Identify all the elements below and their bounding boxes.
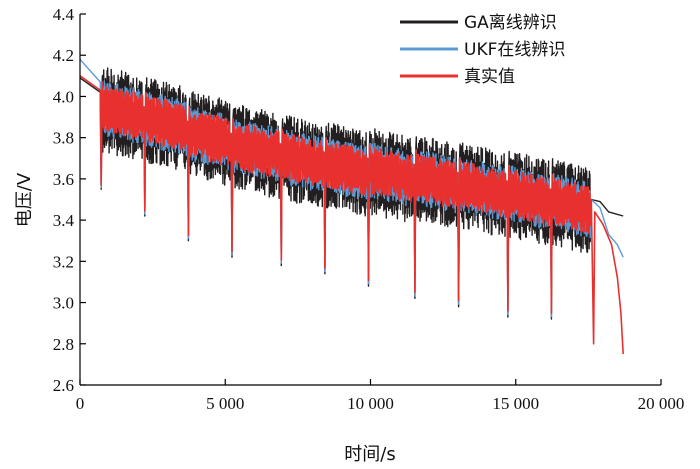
- y-ticks: 2.6 2.8 3.0 3.2 3.4 3.6 3.8 4.0 4.2 4.4: [53, 5, 86, 395]
- x-tick-label: 5 000: [206, 394, 244, 413]
- y-tick-label: 3.8: [53, 129, 74, 148]
- true-value-line: [79, 75, 624, 355]
- plot-lines: [79, 58, 624, 355]
- y-tick-label: 2.8: [53, 335, 74, 354]
- x-tick-label: 0: [76, 394, 85, 413]
- y-tick-label: 3.0: [53, 294, 74, 313]
- y-tick-label: 3.4: [53, 211, 75, 230]
- y-tick-label: 2.6: [53, 376, 74, 395]
- y-tick-label: 3.6: [53, 170, 74, 189]
- y-tick-label: 4.2: [53, 46, 74, 65]
- y-tick-label: 4.0: [53, 87, 74, 106]
- legend-label: UKF在线辨识: [464, 40, 565, 60]
- legend-label: GA离线辨识: [464, 13, 557, 33]
- x-tick-label: 15 000: [492, 394, 539, 413]
- x-axis-title: 时间/s: [344, 444, 395, 465]
- y-tick-label: 4.4: [53, 5, 75, 24]
- y-tick-label: 3.2: [53, 252, 74, 271]
- x-tick-label: 20 000: [638, 394, 685, 413]
- x-tick-label: 10 000: [347, 394, 394, 413]
- x-ticks: 0 5 000 10 000 15 000 20 000: [76, 379, 685, 413]
- legend-label: 真实值: [464, 67, 515, 87]
- y-axis-title: 电压/V: [14, 172, 35, 227]
